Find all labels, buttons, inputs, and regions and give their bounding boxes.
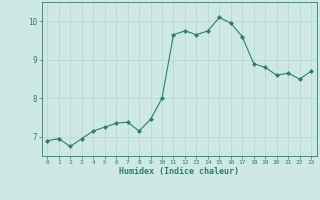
X-axis label: Humidex (Indice chaleur): Humidex (Indice chaleur) xyxy=(119,167,239,176)
